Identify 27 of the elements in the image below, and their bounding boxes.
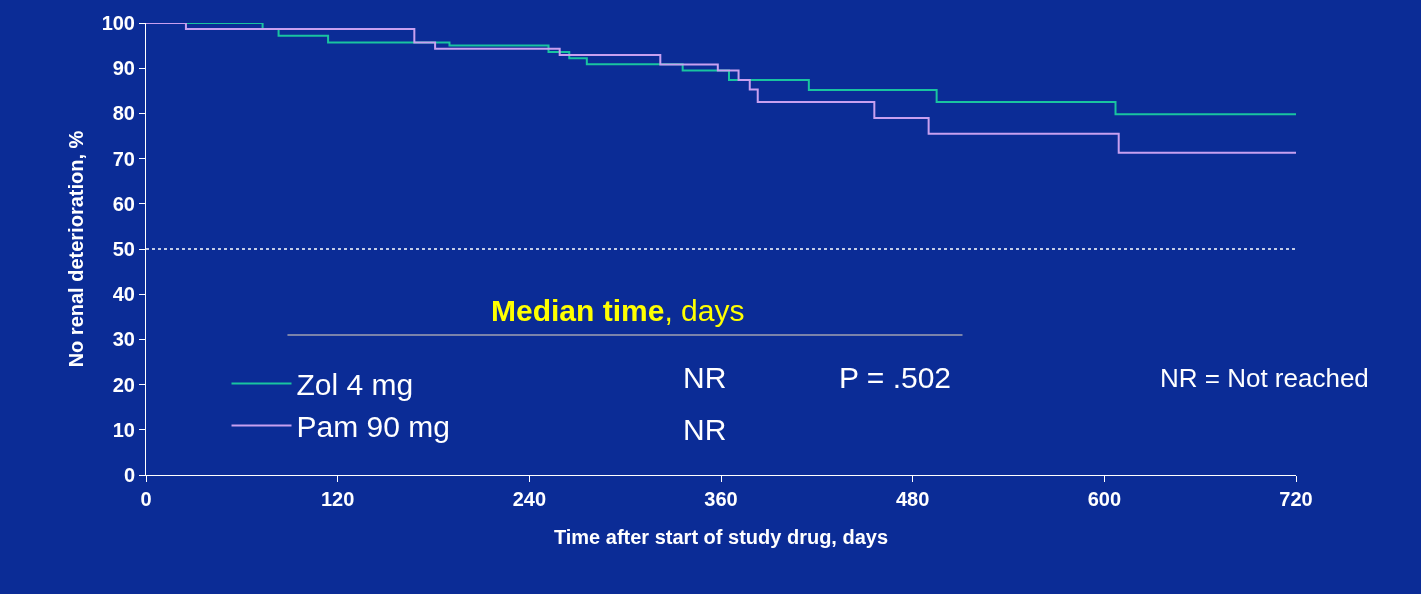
y-tick-label: 40	[112, 283, 135, 306]
y-tick-label: 90	[112, 57, 135, 80]
y-tick-label: 0	[123, 464, 135, 486]
annotation: NR = Not reached	[1160, 363, 1369, 393]
y-tick-label: 30	[112, 328, 135, 351]
annotation: P = .502	[839, 361, 952, 394]
y-axis-title: No renal deterioration, %	[65, 130, 88, 368]
x-tick-label: 480	[895, 488, 930, 510]
x-tick-label: 240	[512, 488, 547, 510]
y-tick-label: 50	[112, 238, 135, 260]
x-tick-label: 720	[1279, 488, 1313, 510]
legend-label: Pam 90 mg	[296, 410, 450, 444]
annotation: NR	[683, 361, 727, 394]
annotation: Median time, days	[491, 294, 745, 327]
x-tick-label: 600	[1087, 488, 1122, 510]
y-tick-label: 10	[112, 418, 135, 441]
legend-label: Zol 4 mg	[296, 368, 414, 402]
y-tick-label: 20	[112, 373, 135, 396]
y-tick-label: 70	[112, 147, 135, 170]
x-axis-title: Time after start of study drug, days	[553, 525, 889, 548]
y-tick-label: 60	[112, 192, 135, 215]
annotation: NR	[683, 413, 727, 446]
x-tick-label: 0	[140, 488, 152, 510]
x-tick-label: 120	[320, 488, 355, 510]
y-tick-label: 100	[101, 12, 135, 34]
y-tick-label: 80	[112, 102, 135, 125]
x-tick-label: 360	[704, 488, 738, 510]
